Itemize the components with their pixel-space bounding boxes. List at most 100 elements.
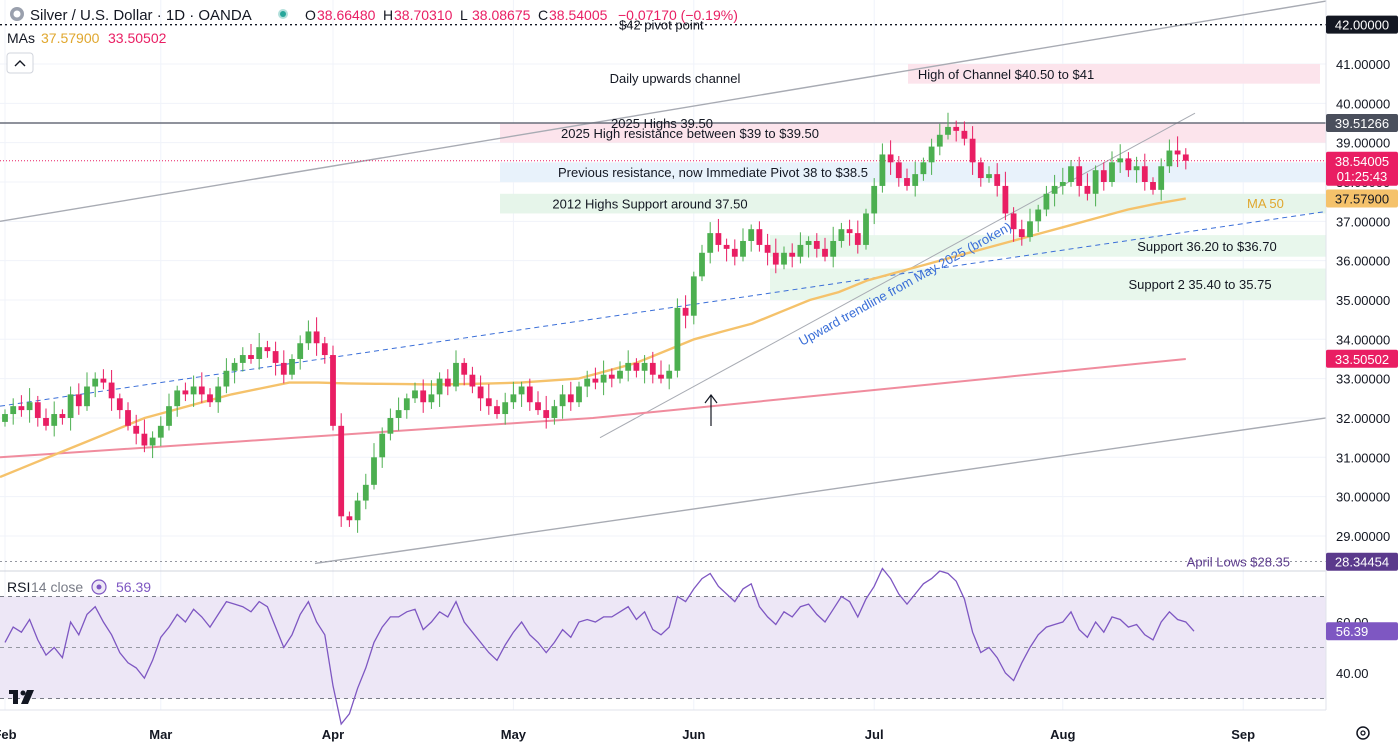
candle-down — [904, 168, 910, 191]
candle-body — [592, 378, 599, 383]
candle-up — [1051, 174, 1058, 207]
candle-body — [453, 362, 459, 387]
candle-down — [461, 358, 468, 386]
candle-up — [1059, 167, 1066, 195]
candle-down — [895, 156, 902, 187]
candle-up — [551, 399, 558, 425]
candle-body — [387, 417, 394, 434]
candle-up — [576, 381, 582, 407]
candle-body — [330, 355, 336, 426]
candle-up — [157, 416, 164, 447]
candle-body — [1084, 185, 1091, 194]
time-tick-label: Mar — [149, 727, 172, 742]
candle-body — [649, 362, 656, 375]
candle-down — [535, 391, 541, 415]
candle-body — [559, 394, 566, 407]
candle-down — [1100, 162, 1107, 191]
candle-up — [436, 372, 443, 407]
candle-body — [395, 410, 402, 418]
candle-up — [239, 347, 246, 372]
last-price-tag-text: 38.54005 — [1335, 154, 1389, 169]
mas-label[interactable]: MAs — [7, 30, 35, 46]
candle-body — [887, 154, 894, 163]
rsi-label[interactable]: RSI — [7, 579, 30, 595]
tradingview-logo-icon[interactable] — [9, 690, 34, 704]
candle-up — [945, 112, 951, 140]
highs-2025-label: 2025 Highs 39.50 — [611, 116, 713, 131]
candle-up — [256, 333, 263, 370]
symbol-title[interactable]: Silver / U.S. Dollar · 1D · OANDA — [30, 7, 252, 24]
candle-down — [567, 381, 574, 411]
candle-up — [1117, 144, 1124, 173]
time-tick-label: Jun — [682, 727, 705, 742]
candle-body — [1059, 181, 1066, 186]
candle-up — [912, 161, 919, 197]
candle-up — [920, 157, 927, 181]
candle-up — [1109, 151, 1115, 187]
candle-up — [830, 226, 837, 268]
zone-immediate-pivot — [500, 162, 1326, 182]
pivot-price-tag-text: 42.00000 — [1335, 18, 1389, 33]
candle-up — [92, 372, 99, 398]
candle-up — [84, 372, 90, 411]
candle-up — [690, 271, 697, 325]
candle-body — [838, 229, 845, 241]
rsi-params: 14 close — [31, 579, 83, 595]
candle-body — [1174, 150, 1181, 155]
zone-2012-highs-support-label: 2012 Highs Support around 37.50 — [552, 197, 747, 212]
candle-down — [280, 350, 287, 384]
zone-support-2-label: Support 2 35.40 to 35.75 — [1128, 277, 1271, 292]
candle-down — [608, 368, 615, 388]
candle-down — [1010, 207, 1017, 242]
candle-body — [289, 358, 295, 375]
candle-up — [453, 350, 459, 392]
candle-body — [198, 386, 205, 395]
candle-down — [789, 243, 796, 268]
candle-down — [116, 393, 123, 419]
candle-body — [822, 248, 828, 257]
price-tick-label: 40.00000 — [1336, 96, 1390, 111]
candle-body — [34, 402, 41, 418]
gear-icon[interactable] — [1356, 726, 1370, 740]
candle-body — [543, 410, 550, 418]
candle-body — [477, 386, 484, 399]
ma50-price-tag — [1326, 189, 1398, 208]
candle-body — [51, 414, 58, 426]
candle-down — [526, 378, 533, 411]
candle-up — [502, 392, 509, 425]
time-tick-label: Jul — [865, 727, 884, 742]
candle-body — [43, 417, 49, 426]
candle-body — [690, 276, 697, 316]
candle-body — [166, 406, 172, 426]
candle-up — [863, 208, 869, 250]
candle-body — [157, 425, 164, 438]
channel-upper-line — [0, 0, 1327, 223]
zone-high-of-channel-label: High of Channel $40.50 to $41 — [918, 67, 1094, 82]
april-lows-label: April Lows $28.35 — [1187, 555, 1290, 570]
candle-body — [1117, 158, 1124, 163]
candle-up — [805, 236, 812, 258]
candle-up — [362, 473, 369, 510]
price-tick-label: 35.00000 — [1336, 293, 1390, 308]
candle-down — [182, 382, 189, 402]
candle-body — [912, 174, 919, 186]
time-tick-label: Apr — [322, 727, 344, 742]
candle-body — [1043, 193, 1050, 210]
candle-body — [789, 252, 796, 257]
candle-body — [1018, 229, 1025, 238]
candle-down — [977, 157, 984, 187]
zone-2012-highs-support — [500, 193, 1326, 214]
candle-body — [412, 390, 418, 399]
candle-body — [1010, 213, 1017, 230]
candle-down — [1150, 177, 1156, 195]
candle-down — [854, 220, 861, 254]
price-tick-label: 33.00000 — [1336, 372, 1390, 387]
candle-body — [223, 370, 230, 387]
candle-down — [756, 221, 763, 252]
candle-body — [420, 390, 427, 403]
price-tick-label: 41.00000 — [1336, 57, 1390, 72]
pivot-42-label: $42 pivot point — [619, 18, 704, 33]
collapse-legend-button[interactable] — [6, 52, 34, 74]
